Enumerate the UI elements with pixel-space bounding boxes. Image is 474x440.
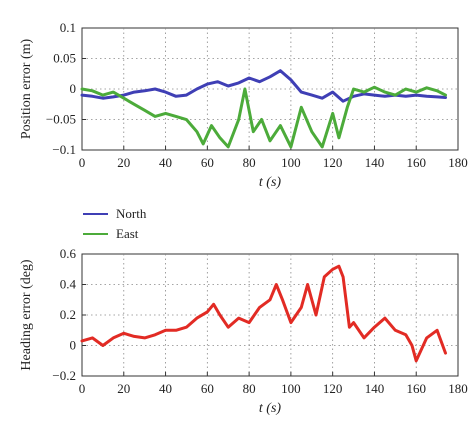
y-axis-label: Position error (m) (19, 39, 34, 140)
x-tick-label: 80 (243, 381, 256, 396)
heading-error-chart: 0 20 40 60 80 100 120 140 160 180 −0.200.20.40.6 … (19, 246, 468, 416)
legend: North East (83, 206, 147, 241)
series-group (80, 264, 447, 363)
series-line-east (80, 85, 447, 149)
x-tick-label: 100 (281, 155, 301, 170)
legend-east-label: East (116, 226, 139, 241)
y-tick-label: 0.2 (60, 307, 76, 322)
x-tick-label: 180 (448, 381, 468, 396)
plot-area (81, 27, 459, 151)
x-tick-label: 80 (243, 155, 256, 170)
y-tick-label: 0 (70, 81, 77, 96)
series-line-north (80, 69, 447, 103)
x-tick-label: 60 (201, 381, 214, 396)
y-tick-label: −0.1 (52, 142, 76, 157)
x-tick-label: 40 (159, 155, 172, 170)
x-tick-label: 180 (448, 155, 468, 170)
y-tick-label: −0.2 (52, 368, 76, 383)
x-ticks: 0 20 40 60 80 100 120 140 160 180 (79, 146, 468, 170)
y-tick-label: 0 (70, 338, 77, 353)
x-tick-label: 20 (117, 155, 130, 170)
legend-north-label: North (116, 206, 147, 221)
x-axis-label: t (s) (259, 175, 282, 190)
x-ticks: 0 20 40 60 80 100 120 140 160 180 (79, 372, 468, 396)
y-tick-label: 0.6 (60, 246, 77, 261)
x-tick-label: 160 (406, 381, 426, 396)
series-line-series-0 (80, 264, 447, 363)
y-tick-label: 0.4 (60, 277, 77, 292)
y-tick-label: 0.1 (60, 20, 76, 35)
y-tick-label: −0.05 (46, 112, 76, 127)
x-tick-label: 140 (365, 155, 385, 170)
y-ticks: −0.1 −0.05 0 0.05 0.1 (46, 20, 86, 157)
x-tick-label: 120 (323, 381, 343, 396)
y-axis-label: Heading error (deg) (19, 259, 34, 371)
x-tick-label: 40 (159, 381, 172, 396)
x-tick-label: 0 (79, 155, 86, 170)
y-tick-label: 0.05 (53, 51, 76, 66)
position-error-chart: 0 20 40 60 80 100 120 140 160 180 −0.1 −0.05 0 0.05 0… (19, 20, 468, 190)
x-tick-label: 20 (117, 381, 130, 396)
x-axis-label: t (s) (259, 401, 282, 416)
x-tick-label: 60 (201, 155, 214, 170)
x-tick-label: 120 (323, 155, 343, 170)
y-ticks: −0.2 0 0.2 0.4 0.6 (52, 246, 86, 383)
x-tick-label: 160 (406, 155, 426, 170)
x-tick-label: 100 (281, 381, 301, 396)
plot-area (81, 253, 459, 377)
x-tick-label: 0 (79, 381, 86, 396)
x-tick-label: 140 (365, 381, 385, 396)
series-group (80, 69, 447, 149)
